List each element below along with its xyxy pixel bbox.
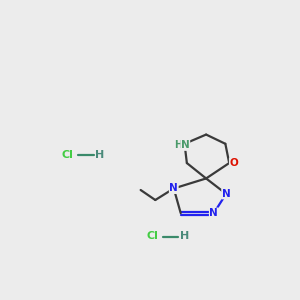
Text: H: H bbox=[95, 150, 104, 160]
Text: Cl: Cl bbox=[61, 150, 74, 160]
Text: N: N bbox=[222, 189, 230, 199]
Text: N: N bbox=[209, 208, 218, 218]
Text: H: H bbox=[174, 140, 182, 150]
Text: N: N bbox=[181, 140, 190, 150]
Text: H: H bbox=[180, 231, 189, 241]
Text: O: O bbox=[230, 158, 238, 168]
Text: Cl: Cl bbox=[146, 231, 158, 241]
Text: N: N bbox=[169, 184, 178, 194]
